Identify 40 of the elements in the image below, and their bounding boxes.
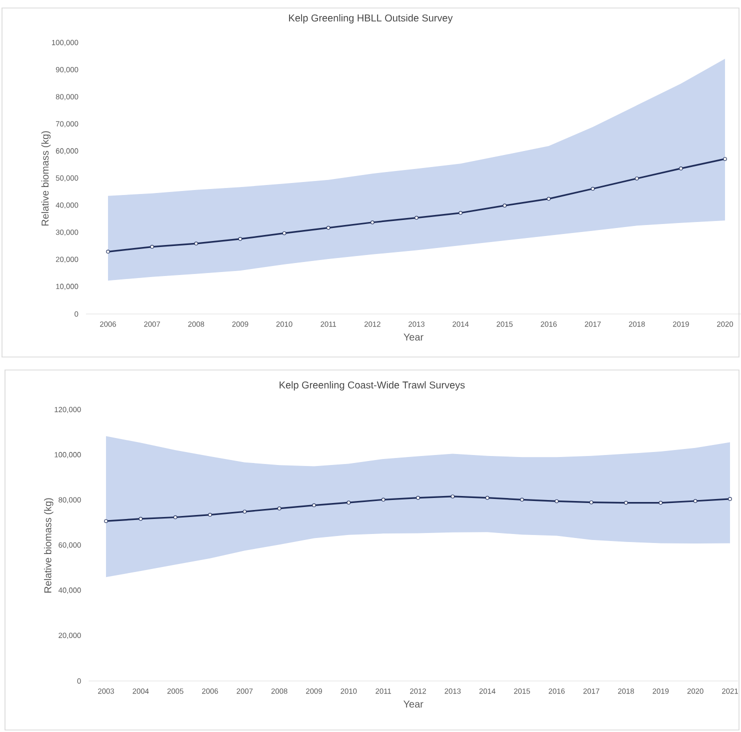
point [554,499,559,504]
point [173,515,178,520]
point [414,216,418,220]
point [282,231,286,236]
x-axis-title: Year [404,334,424,341]
point [104,519,108,523]
point [242,510,247,514]
point [346,500,351,504]
point [728,497,732,501]
point [138,516,143,521]
point [458,211,462,215]
point [658,500,663,505]
point [277,506,282,510]
point [194,242,198,246]
point [370,220,374,224]
point [590,186,595,191]
point [546,196,551,201]
y-axis-title: Relative biomass (kg) [44,498,54,593]
point [589,500,594,504]
point [238,237,242,241]
point [208,512,212,517]
point [634,176,639,180]
y-axis-title: Relative biomass (kg) [41,131,51,226]
point [693,499,698,503]
point [624,500,628,505]
point [450,494,455,498]
point [679,166,683,170]
point [723,157,727,161]
point [150,244,154,249]
point [106,250,110,254]
point [381,498,386,502]
chart-title: Kelp Greenling Coast-Wide Trawl Surveys [280,381,465,390]
chart-title: Kelp Greenling HBLL Outside Survey [289,14,453,24]
point [416,496,420,500]
point [326,226,330,230]
x-axis-title: Year [403,700,424,708]
point [502,204,507,208]
point [312,503,316,508]
point [485,496,490,500]
point [520,498,524,502]
